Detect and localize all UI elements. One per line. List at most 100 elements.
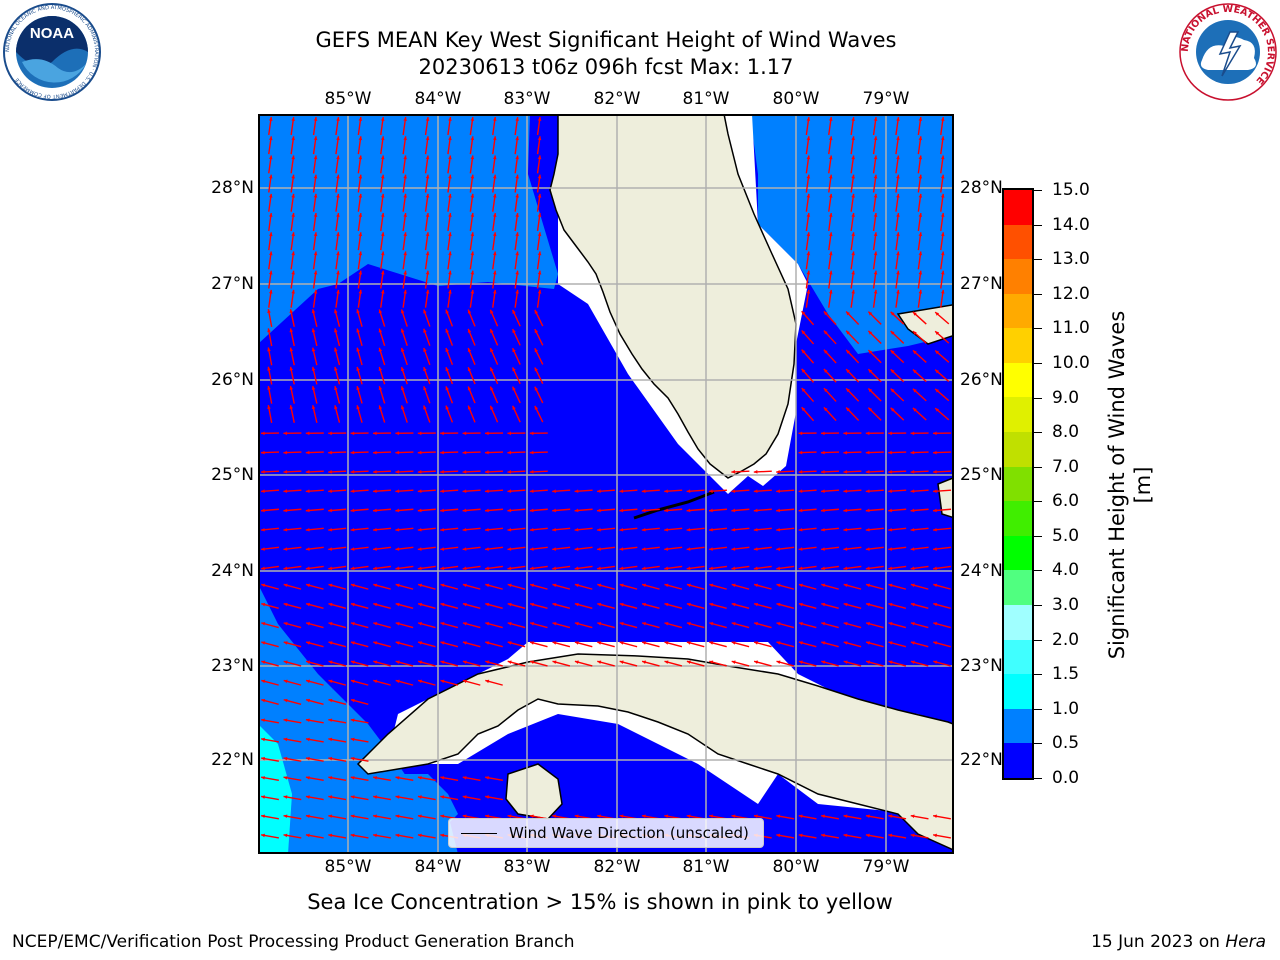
- wave-arrow-head: [912, 407, 917, 412]
- wave-arrow-head: [821, 833, 825, 838]
- wave-arrow-head: [291, 251, 295, 256]
- wave-arrow-head: [641, 547, 646, 551]
- wave-arrow-head: [828, 232, 833, 237]
- wave-arrow-head: [731, 566, 736, 571]
- wave-arrow-head: [888, 566, 893, 571]
- wave-arrow-head: [507, 814, 512, 819]
- wave-arrow-head: [731, 527, 736, 532]
- footer-date-text: 15 Jun 2023 on: [1091, 932, 1220, 952]
- wave-arrow-head: [888, 431, 892, 436]
- wave-arrow-head: [328, 641, 333, 645]
- wave-arrow-head: [378, 405, 383, 410]
- wave-arrow-head: [328, 718, 333, 723]
- wave-arrow-head: [395, 527, 400, 532]
- left-lat-label: 24°N: [211, 561, 254, 581]
- colorbar-segment: [1004, 743, 1032, 778]
- wave-arrow-head: [356, 309, 360, 314]
- colorbar-segment: [1004, 362, 1032, 398]
- wave-arrow-head: [492, 117, 497, 121]
- wave-arrow-head: [821, 547, 825, 551]
- wave-arrow-head: [821, 508, 825, 513]
- wave-arrow-head: [356, 328, 360, 333]
- wave-arrow-head: [305, 431, 310, 436]
- top-lon-label: 79°W: [862, 89, 910, 109]
- wave-arrow-head: [776, 814, 781, 819]
- wave-arrow-head: [261, 814, 265, 819]
- colorbar-segment: [1004, 224, 1032, 260]
- wave-arrow-head: [851, 155, 855, 160]
- wave-arrow-head: [888, 622, 893, 626]
- wave-arrow-head: [918, 232, 923, 237]
- wave-arrow-head: [828, 251, 833, 256]
- wave-arrow-head: [462, 814, 467, 819]
- wave-arrow-head: [403, 232, 407, 237]
- wave-arrow-head: [305, 489, 310, 493]
- wave-arrow-head: [552, 660, 557, 664]
- wave-arrow-head: [305, 776, 310, 780]
- colorbar-tick: [1034, 259, 1042, 261]
- wave-arrow-head: [933, 814, 937, 819]
- wave-arrow-head: [754, 660, 759, 664]
- wave-arrow-head: [753, 527, 758, 532]
- wave-arrow-head: [574, 814, 579, 819]
- wave-arrow-head: [574, 641, 579, 645]
- wave-arrow-head: [373, 679, 378, 684]
- wave-arrow-head: [462, 508, 467, 513]
- wave-arrow-head: [403, 174, 407, 179]
- wave-arrow-head: [843, 583, 848, 588]
- wave-arrow-head: [470, 193, 475, 198]
- wave-arrow-head: [291, 232, 295, 237]
- wave-arrow-head: [306, 698, 311, 703]
- wave-arrow-head: [350, 833, 355, 838]
- wave-arrow-head: [798, 470, 803, 474]
- wave-arrow-head: [828, 174, 833, 179]
- wave-arrow-head: [291, 193, 295, 198]
- wave-arrow-head: [823, 368, 828, 373]
- wave-arrow-head: [425, 232, 430, 237]
- andros-land: [937, 477, 952, 518]
- wave-arrow-head: [574, 602, 579, 607]
- wave-arrow-head: [425, 289, 430, 294]
- wave-arrow-head: [801, 388, 806, 392]
- wave-arrow-head: [418, 602, 423, 607]
- wave-arrow-head: [448, 213, 452, 217]
- wave-arrow-head: [440, 641, 445, 645]
- wave-arrow-head: [821, 489, 825, 493]
- wave-arrow-head: [910, 583, 915, 588]
- wave-arrow-head: [896, 117, 900, 121]
- wave-arrow-head: [641, 814, 646, 819]
- wave-arrow-head: [597, 814, 601, 819]
- wave-arrow-head: [283, 547, 288, 551]
- wave-arrow-head: [537, 251, 542, 256]
- wave-arrow-head: [423, 309, 427, 314]
- wave-arrow-head: [328, 547, 333, 551]
- wave-arrow-head: [873, 193, 878, 198]
- wave-arrow-head: [403, 155, 407, 160]
- wave-arrow-head: [445, 347, 449, 352]
- wave-arrow-head: [462, 622, 467, 626]
- bottom-lon-label: 85°W: [324, 857, 372, 877]
- wave-arrow-head: [888, 602, 893, 607]
- wave-arrow-head: [283, 470, 288, 474]
- wave-arrow-head: [910, 566, 915, 571]
- wave-arrow-head: [328, 508, 332, 513]
- colorbar-tick: [1034, 605, 1042, 607]
- wave-arrow-head: [865, 470, 870, 474]
- wave-field-mid-northeast: [750, 116, 952, 354]
- wave-arrow-head: [306, 660, 311, 664]
- wave-arrow-head: [843, 622, 848, 626]
- wave-arrow-head: [462, 679, 467, 684]
- wave-arrow-head: [846, 407, 850, 412]
- wave-arrow-head: [313, 289, 318, 294]
- wave-arrow-head: [686, 583, 691, 588]
- colorbar-tick-label: 15.0: [1052, 180, 1090, 200]
- wave-arrow-head: [485, 583, 490, 588]
- wave-arrow-head: [529, 566, 534, 571]
- wave-arrow-head: [754, 602, 759, 607]
- wave-arrow-head: [350, 508, 355, 513]
- wave-arrow-head: [552, 508, 556, 513]
- wave-arrow-head: [448, 232, 452, 237]
- colorbar-tick-label: 8.0: [1052, 422, 1080, 443]
- wave-arrow-head: [328, 679, 333, 684]
- wave-arrow-head: [664, 508, 668, 513]
